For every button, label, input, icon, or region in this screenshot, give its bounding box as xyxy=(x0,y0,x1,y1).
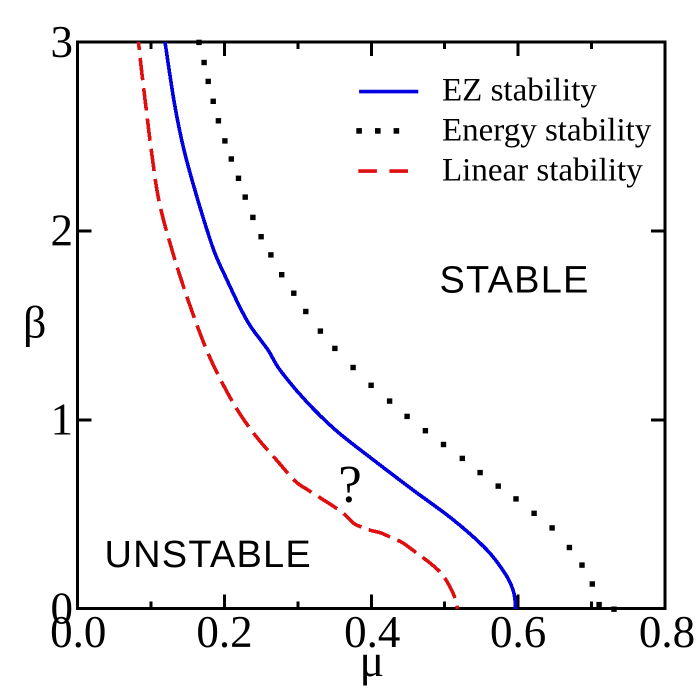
svg-text:1: 1 xyxy=(51,395,74,445)
svg-text:0.6: 0.6 xyxy=(490,607,546,657)
svg-text:STABLE: STABLE xyxy=(440,260,590,302)
svg-text:μ: μ xyxy=(359,635,384,686)
svg-text:0: 0 xyxy=(51,583,74,633)
svg-text:UNSTABLE: UNSTABLE xyxy=(105,534,312,576)
svg-text:2: 2 xyxy=(51,206,74,256)
svg-text:0.8: 0.8 xyxy=(639,607,695,657)
svg-text:β: β xyxy=(23,297,46,348)
svg-text:Energy stability: Energy stability xyxy=(442,112,652,148)
svg-text:EZ stability: EZ stability xyxy=(442,73,597,109)
svg-text:Linear stability: Linear stability xyxy=(442,153,643,189)
svg-text:0.0: 0.0 xyxy=(50,607,106,657)
svg-text:?: ? xyxy=(338,456,362,514)
svg-text:0.2: 0.2 xyxy=(196,607,252,657)
svg-text:3: 3 xyxy=(51,17,74,67)
svg-text:0.4: 0.4 xyxy=(344,607,400,657)
